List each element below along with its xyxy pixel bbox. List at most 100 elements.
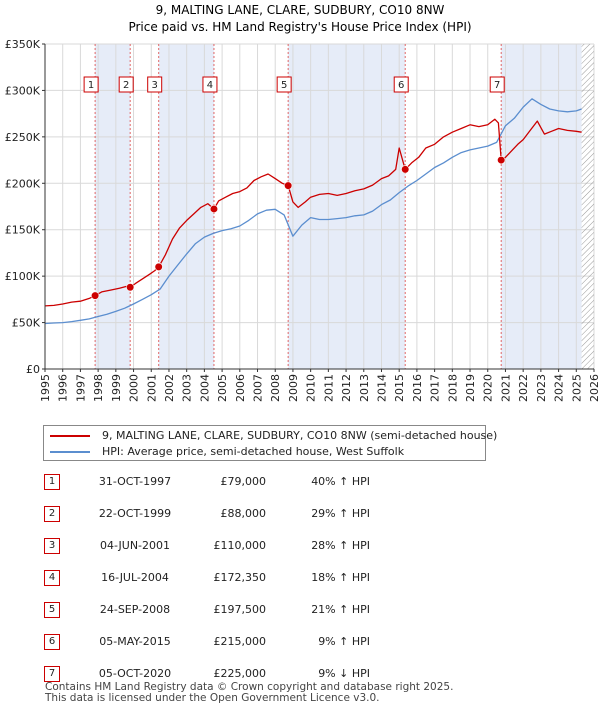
x-tick-label: 2020 (482, 374, 495, 402)
x-tick-label: 2025 (570, 374, 583, 402)
y-tick-label: £100K (5, 270, 41, 283)
sale-point (497, 155, 506, 165)
x-tick-label: 2000 (128, 374, 141, 402)
sale-point (209, 204, 219, 214)
shaded-band (288, 44, 406, 369)
sale-hpi-diff: 28% ↑ HPI (311, 539, 370, 552)
x-tick-label: 2006 (234, 374, 247, 402)
sale-label-box (276, 76, 292, 93)
sale-price: £172,350 (213, 571, 267, 584)
y-tick-label: £250K (5, 131, 41, 144)
x-tick-label: 2024 (553, 374, 566, 402)
sale-number: 6 (44, 634, 60, 650)
x-tick-label: 2011 (322, 374, 335, 402)
sale-label: 5 (281, 80, 287, 91)
hpi-line (44, 98, 582, 325)
x-tick-label: 2017 (429, 374, 442, 402)
sale-label: 1 (88, 80, 94, 91)
chart-subtitle: Price paid vs. HM Land Registry's House … (128, 20, 471, 34)
table-row: 7 05-OCT-2020 £225,000 9% ↓ HPI (0, 662, 600, 688)
sale-number: 5 (44, 602, 60, 618)
sale-date: 31-OCT-1997 (98, 475, 172, 488)
x-tick-label: 2002 (163, 374, 176, 402)
x-tick-label: 2022 (517, 374, 530, 402)
x-tick-label: 1999 (110, 374, 123, 402)
sale-label-box (202, 76, 218, 93)
x-tick-label: 2016 (411, 374, 424, 402)
sale-hpi-diff: 9% ↑ HPI (318, 635, 370, 648)
y-tick-label: £200K (5, 177, 41, 190)
x-tick-label: 2007 (252, 374, 265, 402)
sale-label: 7 (494, 80, 500, 91)
table-row: 3 04-JUN-2001 £110,000 28% ↑ HPI (0, 534, 600, 560)
sale-date: 16-JUL-2004 (101, 571, 169, 584)
legend-swatch-hpi (50, 451, 90, 453)
sale-number: 1 (44, 474, 60, 490)
axes (44, 44, 594, 370)
sale-date: 24-SEP-2008 (99, 603, 171, 616)
sale-price: £88,000 (220, 507, 267, 520)
sale-point (91, 291, 100, 300)
sale-point (126, 283, 135, 292)
x-tick-label: 2013 (358, 374, 371, 402)
legend-swatch-property (50, 435, 90, 437)
grid-lines (44, 43, 595, 370)
x-tick-label: 2014 (375, 374, 388, 402)
y-tick-label: £0 (26, 363, 40, 376)
sale-label-box (393, 76, 409, 93)
sale-label-box (118, 76, 134, 93)
table-row: 2 22-OCT-1999 £88,000 29% ↑ HPI (0, 502, 600, 528)
x-tick-label: 2012 (340, 374, 353, 402)
sale-hpi-diff: 29% ↑ HPI (311, 507, 370, 520)
x-tick-label: 2026 (588, 374, 600, 402)
x-tick-label: 2004 (198, 374, 211, 402)
attribution-line-1: Contains HM Land Registry data © Crown c… (45, 681, 454, 693)
y-tick-label: £300K (5, 84, 41, 97)
sale-label: 6 (398, 80, 404, 91)
legend-label-hpi: HPI: Average price, semi-detached house,… (102, 445, 405, 458)
x-tick-label: 2008 (269, 374, 282, 402)
x-tick-label: 2001 (145, 374, 158, 402)
chart-title: 9, MALTING LANE, CLARE, SUDBURY, CO10 8N… (156, 3, 445, 17)
sale-price: £225,000 (213, 667, 267, 680)
table-row: 4 16-JUL-2004 £172,350 18% ↑ HPI (0, 566, 600, 592)
x-tick-label: 2010 (305, 374, 318, 402)
x-tick-label: 1995 (39, 374, 52, 402)
price-chart: 9, MALTING LANE, CLARE, SUDBURY, CO10 8N… (5, 3, 600, 402)
sale-points (91, 155, 506, 300)
sale-date: 05-MAY-2015 (99, 635, 171, 648)
attribution-line-2: This data is licensed under the Open Gov… (45, 692, 380, 704)
sale-price: £215,000 (213, 635, 267, 648)
table-row: 6 05-MAY-2015 £215,000 9% ↑ HPI (0, 630, 600, 656)
sale-price: £110,000 (213, 539, 267, 552)
sale-point (154, 262, 163, 271)
x-tick-label: 2003 (181, 374, 194, 402)
sale-labels: 1 2 3 4 5 6 7 (83, 76, 505, 93)
y-axis-ticks: £0 £50K £100K £150K £200K £250K £300K £350K (5, 38, 45, 376)
x-tick-label: 2019 (464, 374, 477, 402)
sale-label: 2 (123, 80, 129, 91)
property-price-line (44, 118, 582, 307)
x-tick-label: 2021 (499, 374, 512, 402)
legend-label-property: 9, MALTING LANE, CLARE, SUDBURY, CO10 8N… (102, 429, 498, 442)
sale-date: 22-OCT-1999 (98, 507, 172, 520)
table-row: 1 31-OCT-1997 £79,000 40% ↑ HPI (0, 470, 600, 496)
sale-number: 7 (44, 666, 60, 682)
sale-hpi-diff: 40% ↑ HPI (311, 475, 370, 488)
x-tick-label: 2023 (535, 374, 548, 402)
sale-price: £197,500 (213, 603, 267, 616)
shaded-band (95, 44, 131, 369)
sale-number: 2 (44, 506, 60, 522)
sale-date: 04-JUN-2001 (99, 539, 171, 552)
sale-price: £79,000 (220, 475, 267, 488)
sale-hpi-diff: 21% ↑ HPI (311, 603, 370, 616)
sale-label-box (83, 76, 99, 93)
hatched-region (581, 44, 594, 369)
shaded-band (501, 44, 582, 369)
sale-number: 4 (44, 570, 60, 586)
x-tick-label: 1996 (57, 374, 70, 402)
sale-label-box (489, 76, 505, 93)
sale-label: 3 (152, 80, 158, 91)
x-tick-label: 2009 (287, 374, 300, 402)
series-lines (44, 98, 582, 325)
